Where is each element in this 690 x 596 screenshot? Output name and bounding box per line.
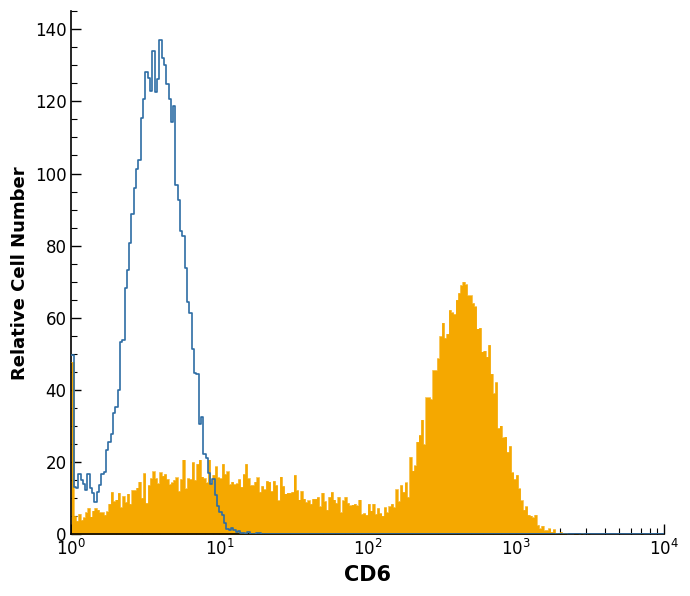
Y-axis label: Relative Cell Number: Relative Cell Number: [11, 166, 29, 380]
X-axis label: CD6: CD6: [344, 565, 391, 585]
